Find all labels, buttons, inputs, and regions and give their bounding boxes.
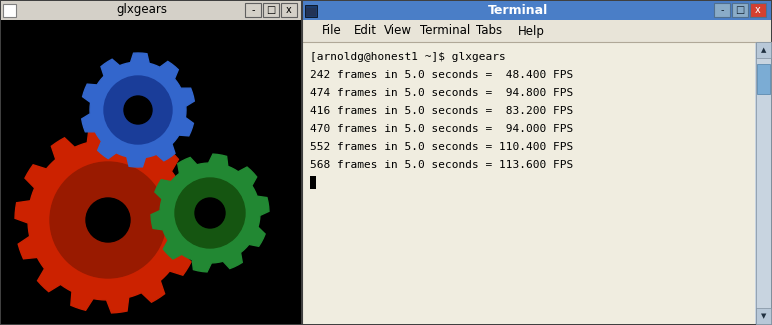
Bar [3,4,16,17]
Bar [732,3,748,17]
Circle shape [175,178,245,248]
Text: Edit: Edit [354,24,377,37]
Circle shape [124,96,152,124]
Bar [1,1,301,20]
Bar [756,42,771,324]
Text: File: File [322,24,342,37]
Bar [263,3,279,17]
Bar [756,308,771,324]
Text: □: □ [736,5,745,15]
Polygon shape [82,53,195,167]
Text: Help: Help [518,24,545,37]
Polygon shape [151,154,269,272]
Polygon shape [15,127,201,313]
Bar [714,3,730,17]
Text: Terminal: Terminal [420,24,470,37]
Text: 568 frames in 5.0 seconds = 113.600 FPS: 568 frames in 5.0 seconds = 113.600 FPS [310,160,574,170]
Text: 470 frames in 5.0 seconds =  94.000 FPS: 470 frames in 5.0 seconds = 94.000 FPS [310,124,574,134]
Text: View: View [384,24,412,37]
Text: -: - [720,5,724,15]
Bar [303,42,755,324]
Circle shape [104,76,172,144]
Bar [303,20,771,42]
Bar [757,64,770,94]
Text: Tabs: Tabs [476,24,502,37]
Bar [310,176,316,189]
Text: Terminal: Terminal [488,4,548,17]
Bar [756,42,771,58]
Bar [303,1,771,20]
Text: x: x [755,5,761,15]
Bar [305,5,317,17]
Bar [750,3,766,17]
Text: ▲: ▲ [761,47,766,53]
Bar [1,20,301,324]
Text: [arnoldg@honest1 ~]$ glxgears: [arnoldg@honest1 ~]$ glxgears [310,52,506,62]
Bar [306,8,316,16]
Bar [245,3,261,17]
Circle shape [86,198,130,242]
Circle shape [50,162,166,278]
Text: 552 frames in 5.0 seconds = 110.400 FPS: 552 frames in 5.0 seconds = 110.400 FPS [310,142,574,152]
Text: glxgears: glxgears [117,4,168,17]
Text: 474 frames in 5.0 seconds =  94.800 FPS: 474 frames in 5.0 seconds = 94.800 FPS [310,88,574,98]
Text: x: x [286,5,292,15]
Text: ▼: ▼ [761,313,766,319]
Bar [0,0,302,325]
Text: 242 frames in 5.0 seconds =  48.400 FPS: 242 frames in 5.0 seconds = 48.400 FPS [310,70,574,80]
Bar [281,3,297,17]
Text: □: □ [266,5,276,15]
Text: -: - [251,5,255,15]
Bar [302,0,772,325]
Text: 416 frames in 5.0 seconds =  83.200 FPS: 416 frames in 5.0 seconds = 83.200 FPS [310,106,574,116]
Circle shape [195,198,225,228]
